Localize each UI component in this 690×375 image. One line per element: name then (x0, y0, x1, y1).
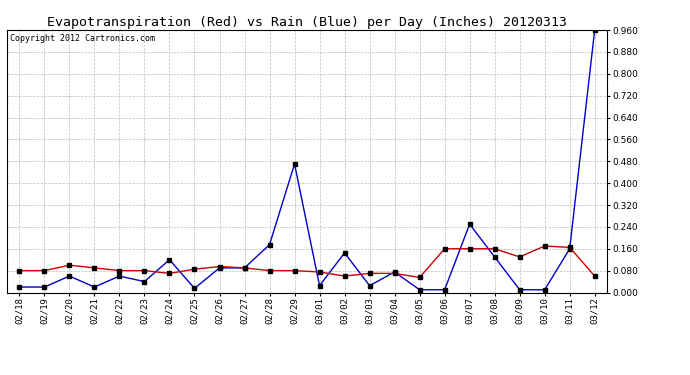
Title: Evapotranspiration (Red) vs Rain (Blue) per Day (Inches) 20120313: Evapotranspiration (Red) vs Rain (Blue) … (47, 16, 567, 29)
Text: Copyright 2012 Cartronics.com: Copyright 2012 Cartronics.com (10, 34, 155, 43)
